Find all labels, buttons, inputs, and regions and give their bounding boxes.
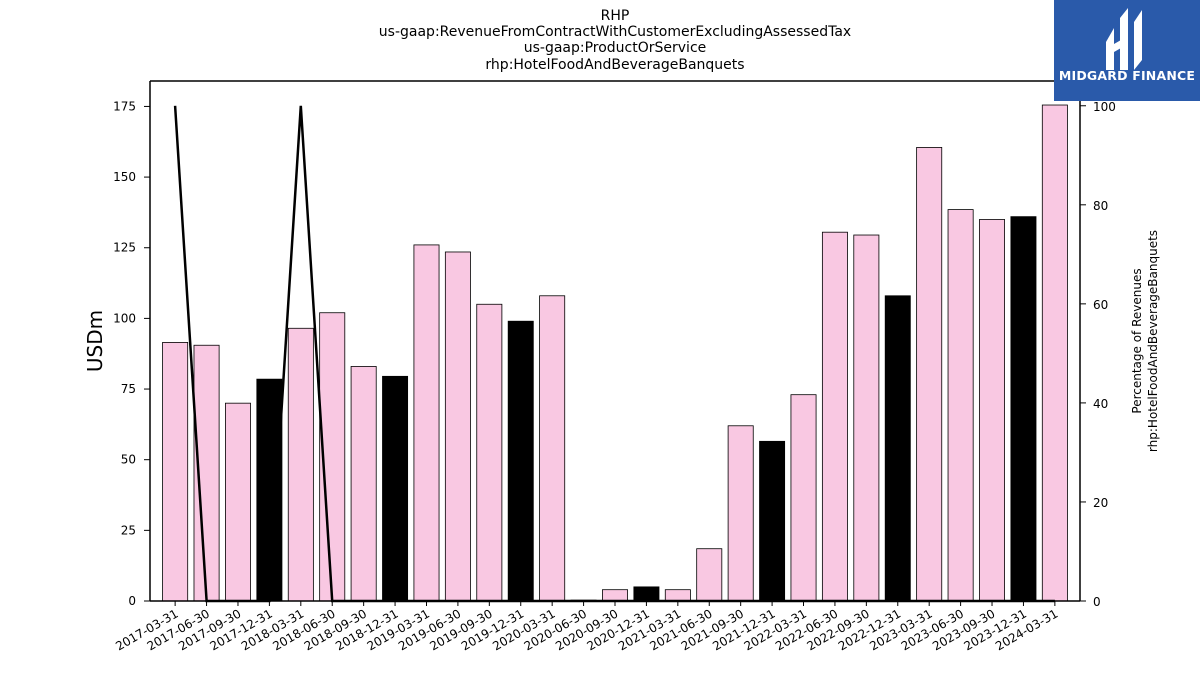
chart-title-line-4: rhp:HotelFoodAndBeverageBanquets	[485, 57, 744, 73]
bar-2018-09-30	[350, 366, 377, 602]
midgard-finance-logo: MIDGARD FINANCE	[1054, 0, 1200, 101]
bar-2023-12-31	[1010, 216, 1037, 602]
y2-tick-label-40: 40	[1093, 397, 1108, 411]
bar-2018-03-31	[287, 327, 314, 602]
bar-2023-09-30	[979, 219, 1005, 602]
y-axis-ticks: 0 25 50 75 100 125 150 175	[113, 99, 150, 608]
y2-tick-label-60: 60	[1093, 298, 1108, 312]
bar-2017-12-31	[256, 378, 283, 602]
y-tick-label-150: 150	[113, 170, 136, 184]
bar-2021-06-30	[696, 548, 723, 602]
bar-2020-09-30	[602, 589, 628, 602]
bar-2019-06-30	[444, 251, 471, 602]
x-axis-ticks: 2017-03-312017-06-302017-09-302017-12-31…	[113, 601, 1060, 653]
y2-tick-label-0: 0	[1093, 595, 1101, 609]
bar-2021-12-31	[759, 440, 786, 602]
y2-tick-label-80: 80	[1093, 199, 1108, 213]
bar-2018-12-31	[382, 375, 409, 602]
chart-title-line-2: us-gaap:RevenueFromContractWithCustomerE…	[379, 24, 851, 40]
y-tick-label-75: 75	[121, 382, 136, 396]
y2-axis-label-line-2: rhp:HotelFoodAndBeverageBanquets	[1146, 230, 1160, 452]
y-axis-label: USDm	[83, 310, 107, 372]
bar-series	[162, 104, 1068, 602]
y-tick-label-50: 50	[121, 453, 136, 467]
bar-2019-12-31	[507, 320, 534, 602]
y-tick-label-100: 100	[113, 311, 136, 325]
y2-tick-label-20: 20	[1093, 496, 1108, 510]
y-tick-label-25: 25	[121, 523, 136, 537]
y2-axis-ticks: 0 20 40 60 80 100	[1080, 100, 1116, 609]
bar-2022-12-31	[884, 295, 911, 602]
bar-2023-06-30	[947, 209, 974, 602]
bar-2024-03-31	[1041, 104, 1068, 602]
bar-2020-03-31	[539, 295, 566, 602]
chart-title-line-1: RHP	[601, 8, 630, 24]
chart-title-line-3: us-gaap:ProductOrService	[524, 40, 707, 56]
bar-2022-03-31	[790, 394, 817, 602]
bar-2017-03-31	[162, 342, 189, 602]
y-tick-label-175: 175	[113, 99, 136, 113]
bar-2017-09-30	[225, 402, 251, 602]
bar-2021-09-30	[727, 425, 754, 602]
bar-2019-09-30	[476, 303, 503, 602]
y-tick-label-125: 125	[113, 241, 136, 255]
bar-2022-09-30	[853, 234, 880, 602]
bar-2022-06-30	[821, 231, 848, 602]
y2-tick-label-100: 100	[1093, 100, 1116, 114]
midgard-logo-icon	[1106, 8, 1142, 70]
bar-2020-12-31	[633, 586, 660, 602]
chart-title: RHP us-gaap:RevenueFromContractWithCusto…	[379, 8, 851, 73]
bar-2021-03-31	[664, 589, 691, 602]
y-tick-label-0: 0	[128, 594, 136, 608]
bar-2019-03-31	[413, 244, 440, 602]
y2-axis-label-line-1: Percentage of Revenues	[1130, 268, 1144, 413]
bar-2023-03-31	[916, 147, 943, 602]
logo-text: MIDGARD FINANCE	[1058, 68, 1196, 83]
